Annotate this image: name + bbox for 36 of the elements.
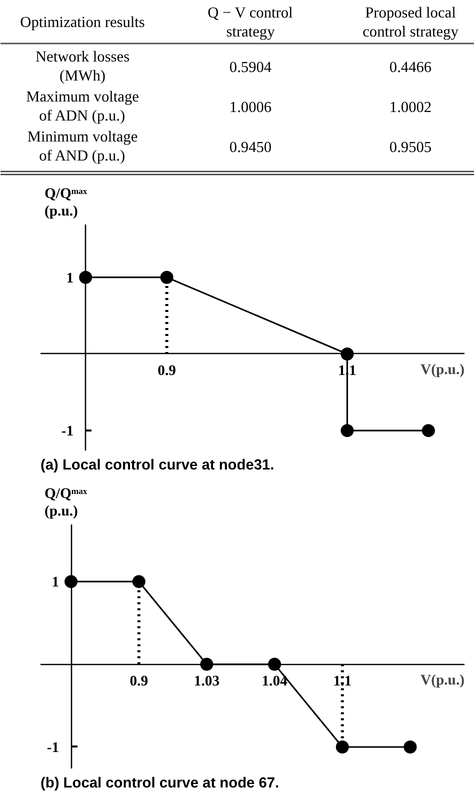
point	[404, 740, 417, 754]
y-axis-title: Q/Qᵐᵃˣ (p.u.)	[44, 186, 88, 220]
y-tick-label: -1	[61, 424, 74, 440]
text: (b) Local control curve at node 67.	[40, 776, 280, 792]
point	[340, 424, 354, 438]
point	[268, 658, 282, 671]
point	[132, 575, 146, 588]
x-tick-label: 1.03	[194, 673, 220, 690]
category-label: Network losses (MWh)	[35, 48, 130, 84]
y-tick-label: 1	[52, 574, 60, 591]
point	[160, 270, 174, 284]
y-tick-label: -1	[46, 740, 60, 756]
point	[422, 424, 435, 438]
data-label: 0.9505	[389, 139, 432, 156]
data-label: 0.9450	[229, 139, 272, 156]
text: Proposed local control strategy	[362, 4, 459, 40]
x-tick-label: 1.1	[333, 673, 352, 690]
data-label: 1.0006	[229, 99, 272, 116]
x-tick-label: 1.04	[262, 673, 288, 690]
category-label: Maximum voltage of ADN (p.u.)	[26, 88, 140, 124]
text: (a) Local control curve at node31.	[40, 458, 274, 474]
x-axis-title: V(p.u.)	[420, 672, 465, 688]
data-label: 0.4466	[389, 59, 432, 76]
x-tick-label: 0.9	[158, 362, 176, 379]
y-axis-title: Q/Qᵐᵃˣ (p.u.)	[44, 486, 88, 520]
data-label: 0.5904	[229, 59, 272, 76]
x-tick-label: 0.9	[130, 673, 148, 690]
text: Optimization results	[20, 14, 145, 31]
category-label: Minimum voltage of AND (p.u.)	[27, 128, 138, 164]
point	[200, 658, 214, 671]
series-label: Q − V control strategy	[208, 4, 293, 40]
point	[340, 347, 354, 360]
point	[336, 740, 349, 754]
y-tick-label: 1	[66, 270, 74, 286]
x-axis-title: V(p.u.)	[420, 362, 465, 378]
data-label: 1.0002	[389, 99, 432, 116]
